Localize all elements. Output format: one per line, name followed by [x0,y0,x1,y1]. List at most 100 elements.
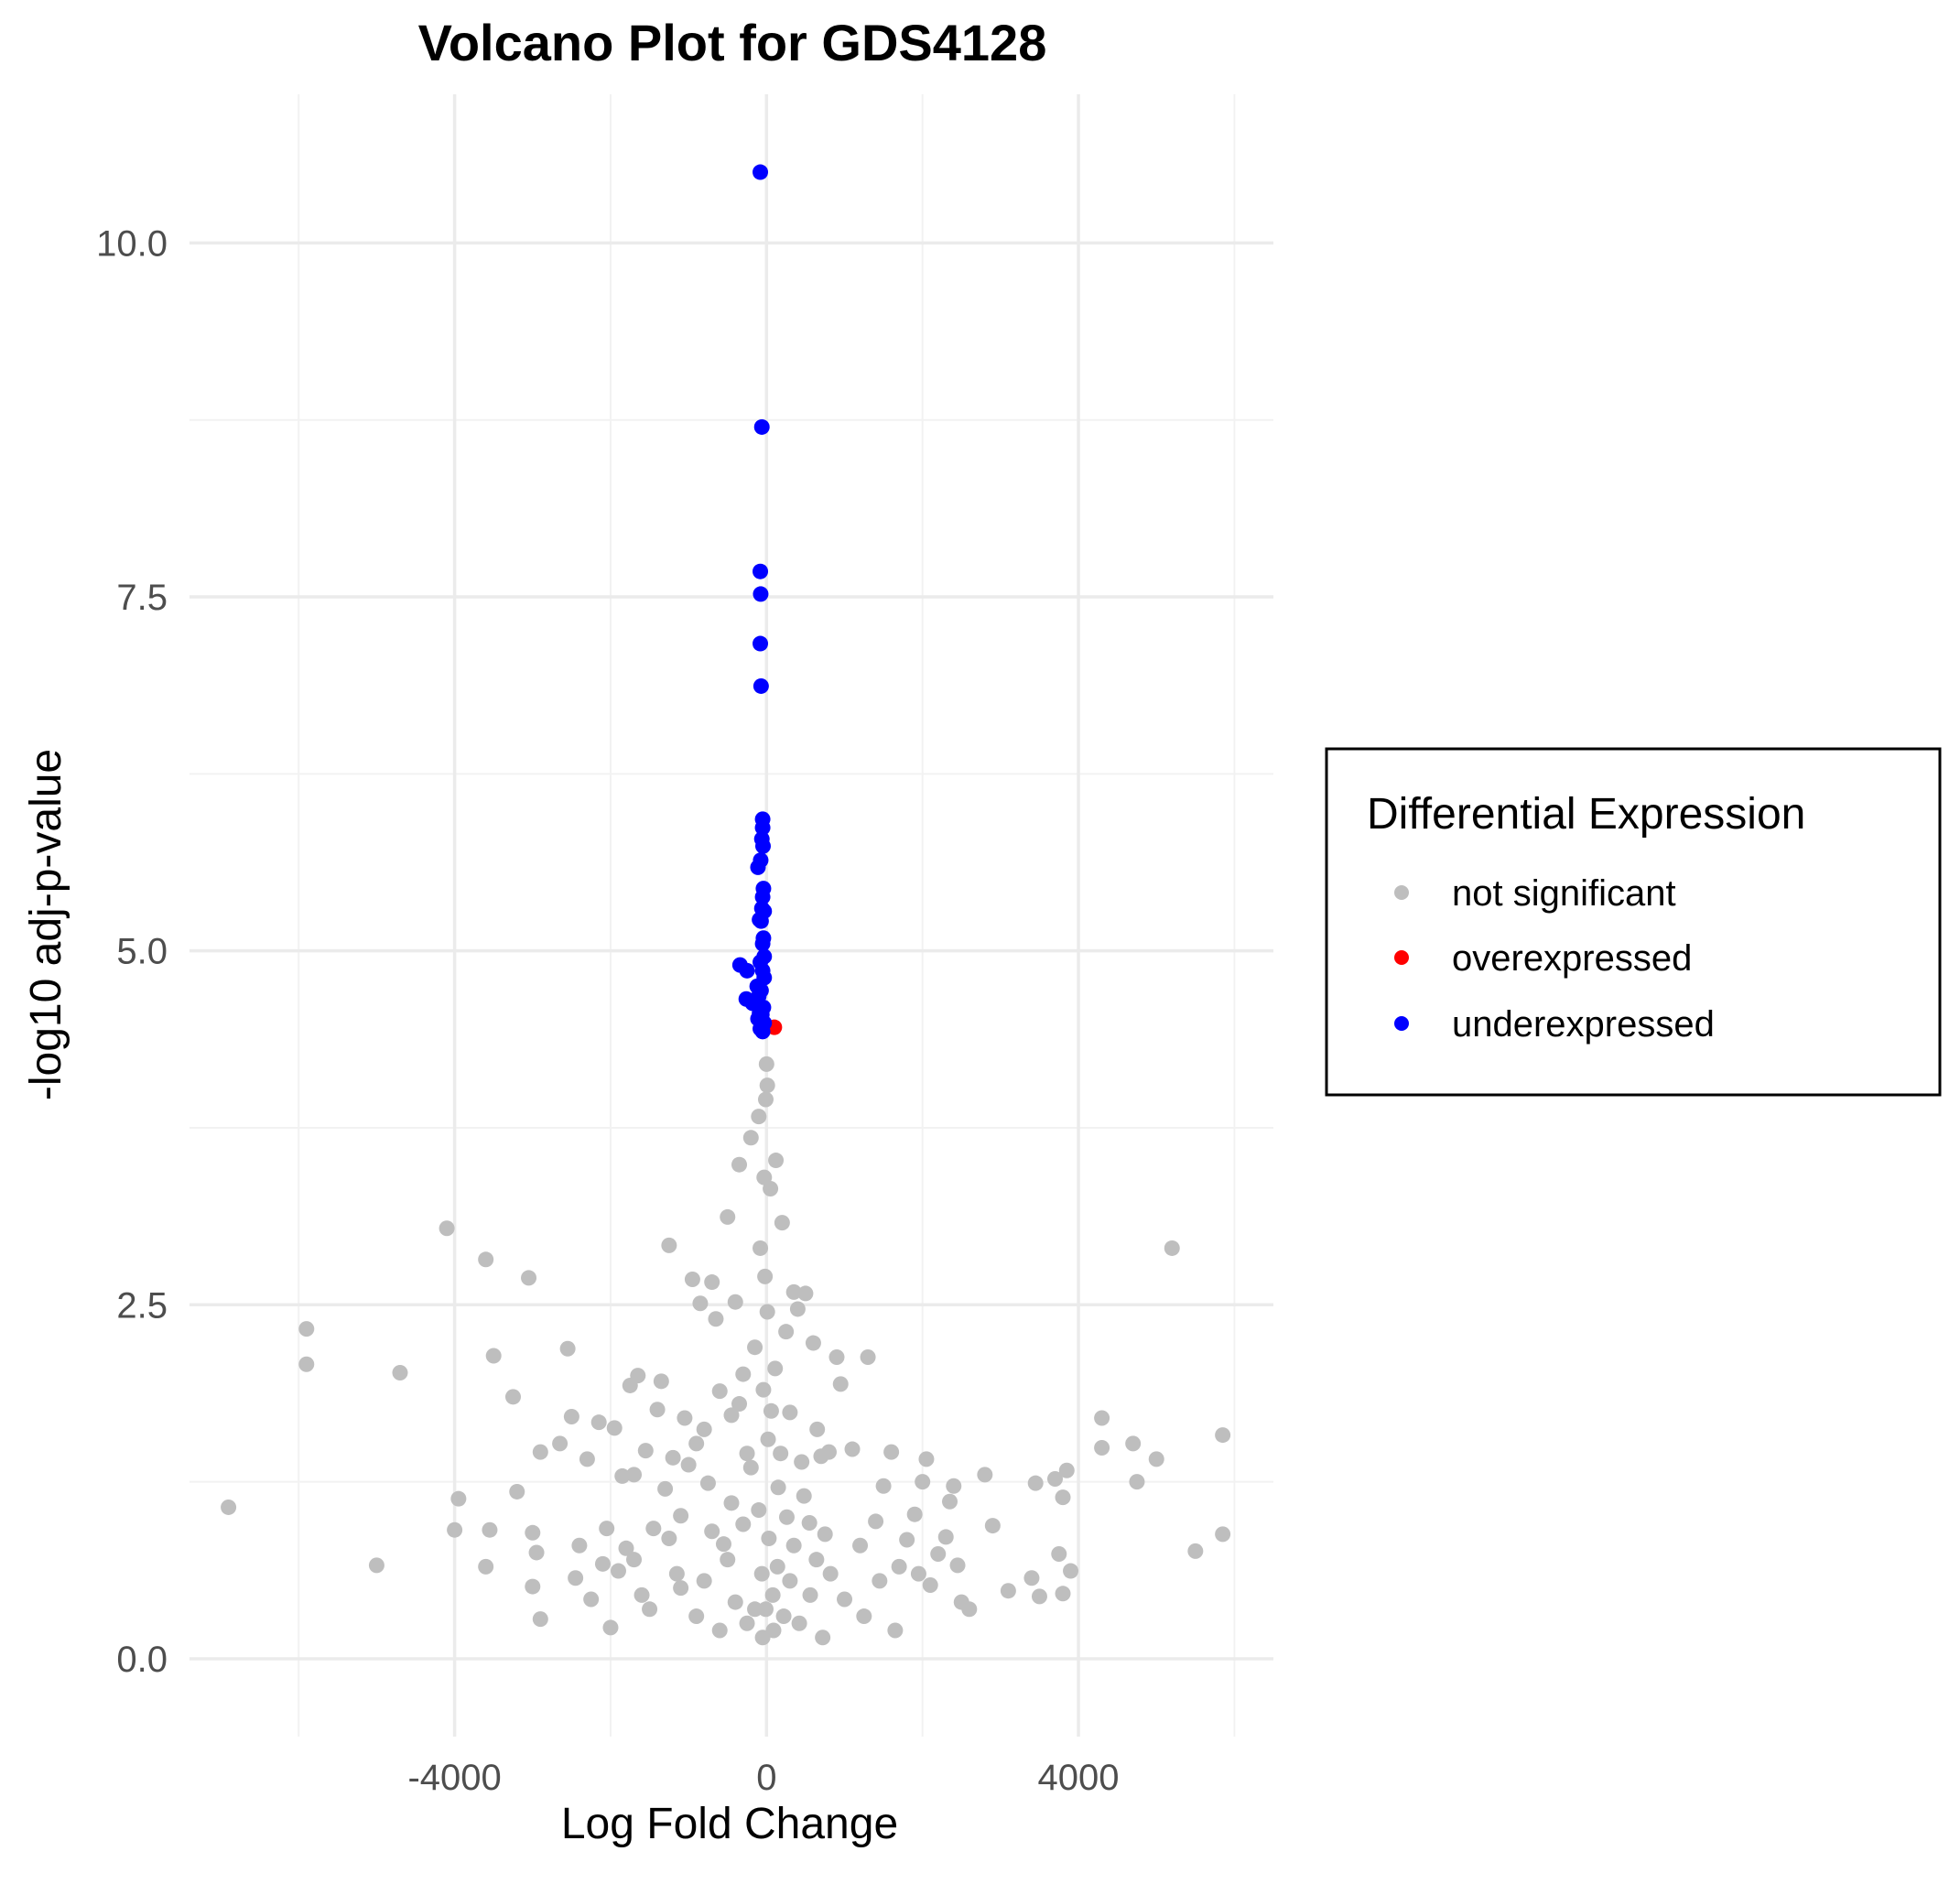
x-tick-label: -4000 [407,1758,501,1798]
point-not-significant [757,1601,774,1618]
point-not-significant [704,1523,720,1540]
point-not-significant [504,1389,521,1405]
point-not-significant [1148,1451,1164,1467]
point-not-significant [583,1591,600,1608]
point-not-significant [1094,1410,1110,1426]
point-not-significant [758,1056,774,1072]
point-not-significant [447,1521,463,1538]
point-not-significant [768,1153,785,1169]
point-not-significant [602,1619,619,1636]
point-not-significant [1023,1570,1040,1586]
point-not-significant [645,1521,662,1537]
point-not-significant [727,1294,743,1310]
point-not-significant [439,1220,455,1237]
point-not-significant [837,1591,853,1608]
point-not-significant [785,1283,802,1300]
point-not-significant [735,1516,752,1532]
point-not-significant [769,1558,785,1575]
point-not-significant [668,1565,685,1582]
point-not-significant [757,1091,774,1108]
point-not-significant [571,1537,588,1554]
point-not-significant [688,1435,705,1452]
point-not-significant [742,1130,759,1146]
point-not-significant [649,1402,666,1418]
point-not-significant [739,1615,755,1631]
point-not-significant [801,1514,818,1531]
point-not-significant [723,1407,740,1424]
chart-title: Volcano Plot for GDS4128 [418,14,1047,71]
point-not-significant [626,1467,643,1483]
legend-key-underexpressed [1394,1016,1409,1031]
point-not-significant [482,1521,498,1538]
point-not-significant [791,1615,807,1631]
point-not-significant [450,1490,467,1507]
point-not-significant [708,1311,724,1327]
legend-key-overexpressed [1394,950,1409,965]
point-not-significant [765,1622,782,1639]
point-not-significant [942,1493,958,1510]
point-not-significant [753,1565,770,1582]
point-not-significant [1215,1427,1231,1444]
point-not-significant [797,1285,814,1302]
point-not-significant [949,1557,966,1574]
point-not-significant [1058,1462,1075,1478]
point-not-significant [872,1573,888,1589]
point-not-significant [759,1304,775,1320]
point-not-significant [961,1601,978,1618]
point-not-significant [1129,1474,1145,1490]
point-not-significant [630,1368,646,1384]
point-underexpressed [753,563,769,579]
point-not-significant [757,1268,774,1284]
legend-entry-not-significant: not significant [1394,873,1676,914]
point-not-significant [731,1396,748,1413]
y-axis-title: -log10 adj-p-value [22,749,70,1100]
point-not-significant [532,1444,548,1460]
point-not-significant [775,1608,792,1625]
point-not-significant [673,1580,689,1597]
point-not-significant [794,1454,810,1470]
point-underexpressed [753,677,769,694]
point-not-significant [756,1169,773,1186]
point-not-significant [782,1404,798,1421]
point-not-significant [1164,1240,1180,1256]
point-not-significant [642,1601,658,1618]
point-not-significant [910,1565,926,1582]
point-not-significant [809,1421,826,1437]
point-not-significant [715,1536,731,1553]
point-not-significant [1063,1563,1079,1579]
legend-entry-underexpressed: underexpressed [1394,1004,1715,1045]
point-not-significant [860,1349,876,1366]
point-not-significant [221,1499,237,1515]
point-not-significant [594,1555,611,1572]
legend: Differential Expression not significant … [1325,747,1942,1097]
point-not-significant [899,1532,915,1548]
point-not-significant [614,1467,631,1484]
point-not-significant [673,1508,689,1524]
point-not-significant [906,1506,923,1522]
point-not-significant [626,1552,643,1568]
point-not-significant [773,1445,789,1462]
point-not-significant [478,1251,494,1268]
point-not-significant [887,1622,904,1639]
point-underexpressed [753,418,770,435]
point-not-significant [891,1558,907,1575]
point-underexpressed [754,1023,771,1040]
point-not-significant [568,1570,584,1586]
point-not-significant [815,1630,831,1646]
point-underexpressed [754,936,771,952]
point-not-significant [552,1435,569,1452]
point-not-significant [563,1408,579,1424]
point-not-significant [747,1601,763,1618]
point-not-significant [618,1540,634,1556]
point-not-significant [1215,1526,1231,1543]
point-not-significant [883,1444,900,1460]
point-not-significant [805,1335,821,1351]
point-not-significant [392,1365,408,1381]
point-not-significant [368,1557,384,1574]
point-not-significant [984,1518,1001,1534]
point-not-significant [1125,1435,1142,1452]
point-not-significant [739,1445,755,1462]
point-underexpressed [754,838,771,854]
point-not-significant [789,1301,806,1317]
point-not-significant [704,1274,720,1291]
